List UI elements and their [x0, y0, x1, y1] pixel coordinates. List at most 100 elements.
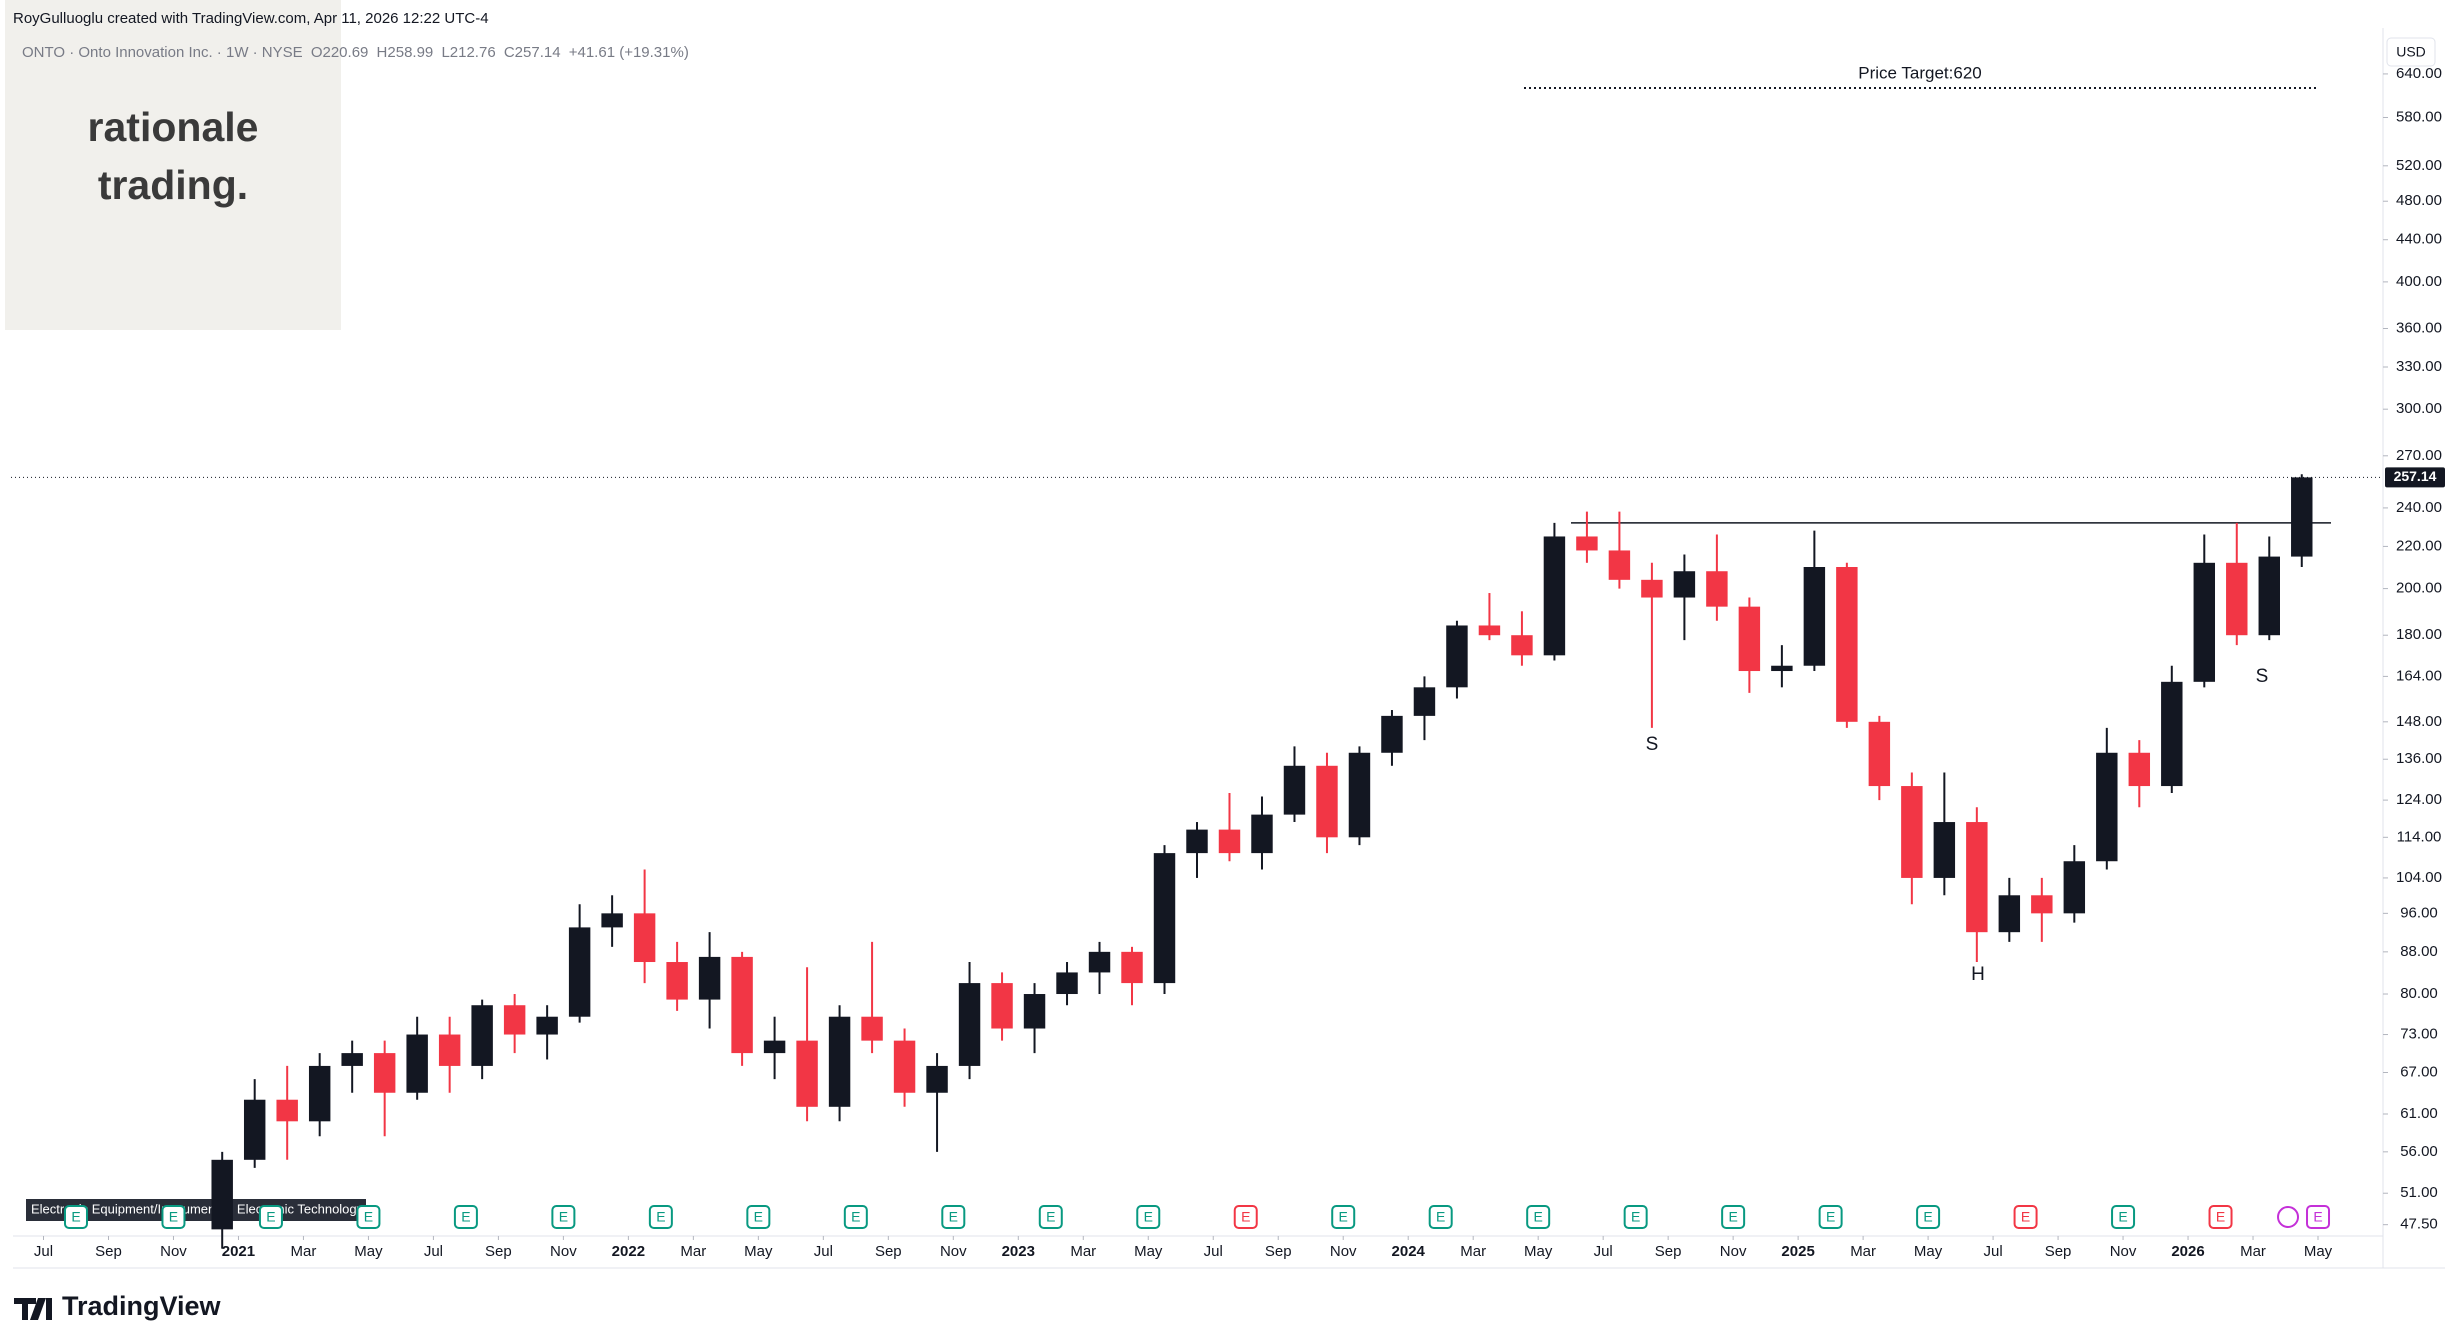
earnings-icon[interactable]: [1136, 1205, 1161, 1229]
earnings-label[interactable]: E: [1436, 1209, 1445, 1225]
earnings-event[interactable]: E: [1818, 1205, 1843, 1229]
y-tick-label: 480.00: [2396, 192, 2442, 209]
earnings-label[interactable]: E: [266, 1209, 275, 1225]
earnings-event[interactable]: E: [1038, 1205, 1063, 1229]
earnings-icon[interactable]: [453, 1205, 478, 1229]
earnings-icon[interactable]: [941, 1205, 966, 1229]
earnings-event[interactable]: E: [1233, 1205, 1258, 1229]
candle-body: [438, 1034, 461, 1066]
x-tick-label: Jul: [1594, 1243, 1613, 1260]
earnings-icon[interactable]: [1428, 1205, 1453, 1229]
earnings-label[interactable]: E: [1728, 1209, 1737, 1225]
earnings-event[interactable]: E: [2013, 1205, 2038, 1229]
earnings-icon[interactable]: [2111, 1205, 2136, 1229]
earnings-icon[interactable]: [161, 1205, 186, 1229]
earnings-icon[interactable]: [1331, 1205, 1356, 1229]
candle-body: [731, 956, 753, 1054]
candle-body: [633, 913, 656, 963]
earnings-icon[interactable]: [1721, 1205, 1746, 1229]
x-tick-label: 2024: [1392, 1243, 1426, 1260]
earnings-label[interactable]: E: [1923, 1209, 1932, 1225]
earnings-label[interactable]: E: [2118, 1209, 2127, 1225]
tv-logo[interactable]: TradingView: [14, 1291, 222, 1321]
earnings-icon[interactable]: [1818, 1205, 1843, 1229]
earnings-label[interactable]: E: [1534, 1209, 1543, 1225]
earnings-event[interactable]: E: [2208, 1205, 2233, 1229]
earnings-label[interactable]: E: [2313, 1209, 2322, 1225]
earnings-icon[interactable]: [2013, 1205, 2038, 1229]
earnings-event[interactable]: E: [1916, 1205, 1941, 1229]
earnings-icon[interactable]: [1526, 1205, 1551, 1229]
pattern-label: S: [2256, 666, 2269, 687]
earnings-label[interactable]: E: [364, 1209, 373, 1225]
earnings-event[interactable]: E: [356, 1205, 381, 1229]
candle-body: [1901, 786, 1923, 878]
earnings-label[interactable]: E: [851, 1209, 860, 1225]
earnings-label[interactable]: E: [461, 1209, 470, 1225]
earnings-event[interactable]: E: [746, 1205, 771, 1229]
earnings-icon[interactable]: [843, 1205, 868, 1229]
earnings-label[interactable]: E: [559, 1209, 568, 1225]
tv-icon[interactable]: [14, 1298, 52, 1320]
earnings-label[interactable]: E: [949, 1209, 958, 1225]
earnings-icon[interactable]: [2208, 1205, 2233, 1229]
candle-body: [1381, 715, 1403, 753]
currency[interactable]: USD: [2396, 44, 2426, 60]
currency-box[interactable]: [2386, 37, 2436, 67]
x-tick-label: 2023: [1002, 1243, 1035, 1260]
earnings-label[interactable]: E: [1826, 1209, 1835, 1225]
earnings-icon[interactable]: [356, 1205, 381, 1229]
earnings-icon[interactable]: [1233, 1205, 1258, 1229]
y-tick-label: 148.00: [2396, 713, 2442, 730]
earnings-event[interactable]: E: [941, 1205, 966, 1229]
candle-body: [796, 1040, 818, 1107]
earnings-event[interactable]: E: [843, 1205, 868, 1229]
earnings-label[interactable]: E: [169, 1209, 178, 1225]
earnings-label[interactable]: E: [1144, 1209, 1153, 1225]
earnings-icon[interactable]: [63, 1205, 88, 1229]
earnings-icon[interactable]: [746, 1205, 771, 1229]
earnings-label[interactable]: E: [1241, 1209, 1250, 1225]
earnings-icon[interactable]: [258, 1205, 283, 1229]
x-tick-label: 2022: [612, 1243, 645, 1260]
earnings-label[interactable]: E: [656, 1209, 665, 1225]
earnings-label[interactable]: E: [2216, 1209, 2225, 1225]
earnings-icon[interactable]: [1623, 1205, 1648, 1229]
earnings-label[interactable]: E: [71, 1209, 80, 1225]
x-tick-label: May: [744, 1243, 773, 1260]
x-tick-label: Mar: [1460, 1243, 1486, 1260]
earnings-event[interactable]: E: [1526, 1205, 1551, 1229]
earnings-event[interactable]: E: [258, 1205, 283, 1229]
earnings-icon[interactable]: [2306, 1205, 2331, 1229]
earnings-event[interactable]: E: [551, 1205, 576, 1229]
earnings-label[interactable]: E: [1046, 1209, 1055, 1225]
earnings-event[interactable]: E: [63, 1205, 88, 1229]
earnings-label[interactable]: E: [754, 1209, 763, 1225]
y-tick-label: 330.00: [2396, 358, 2442, 375]
earnings-icon[interactable]: [551, 1205, 576, 1229]
earnings-icon[interactable]: [1038, 1205, 1063, 1229]
earnings-event[interactable]: E: [1136, 1205, 1161, 1229]
brand[interactable]: TradingView: [62, 1291, 222, 1321]
earnings-event[interactable]: E: [1331, 1205, 1356, 1229]
candle-body: [2226, 562, 2248, 636]
candle-body: [2193, 562, 2216, 682]
candle-body: [601, 913, 623, 928]
earnings-icon[interactable]: [1916, 1205, 1941, 1229]
earnings-event[interactable]: E: [2111, 1205, 2136, 1229]
earnings-event[interactable]: E: [453, 1205, 478, 1229]
y-tick-label: 73.00: [2400, 1026, 2438, 1043]
earnings-event[interactable]: E: [1428, 1205, 1453, 1229]
earnings-event[interactable]: E: [161, 1205, 186, 1229]
earnings-icon[interactable]: [648, 1205, 673, 1229]
earnings-event[interactable]: E: [2306, 1205, 2331, 1229]
y-tick-label: 67.00: [2400, 1063, 2438, 1080]
earnings-event[interactable]: E: [1721, 1205, 1746, 1229]
earnings-label[interactable]: E: [1631, 1209, 1640, 1225]
earnings-label[interactable]: E: [1339, 1209, 1348, 1225]
earnings-label[interactable]: E: [2021, 1209, 2030, 1225]
earnings-event[interactable]: E: [1623, 1205, 1648, 1229]
candle-body: [666, 962, 688, 1000]
earnings-event[interactable]: E: [648, 1205, 673, 1229]
candle-body: [1966, 822, 1988, 933]
